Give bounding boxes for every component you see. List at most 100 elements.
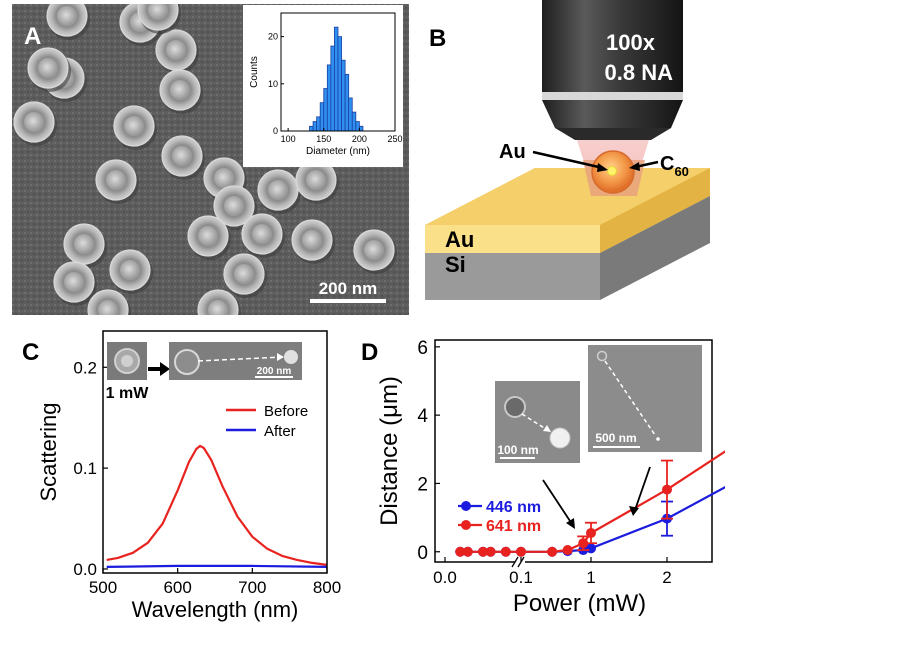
sem-particle-core: [64, 272, 84, 292]
panel-c: C 500 600 700 800 0.0 0.1 0.2 Wavelength (nm) Sc…: [0, 328, 345, 640]
histogram-y-label: Counts: [249, 56, 260, 88]
sem-particles: [13, 0, 397, 334]
sem-particle-core: [166, 40, 186, 60]
sem-particle-core: [172, 146, 192, 166]
inset-before-core: [121, 355, 133, 367]
x-tick-label: 1: [586, 568, 595, 587]
sem-particle-core: [198, 226, 218, 246]
axis-break-mark: [511, 556, 519, 568]
c60-label: C60: [660, 153, 689, 179]
data-point: [586, 527, 596, 538]
inset-1-shell: [504, 396, 526, 418]
sem-particle-core: [106, 170, 126, 190]
inset-images: 100 nm 500 nm: [495, 345, 702, 463]
distance-chart: D 0.00.11230246Power (mW)Distance (μm)44…: [361, 338, 749, 617]
sem-particle-core: [24, 112, 44, 132]
objective-magnification: 100x: [606, 30, 656, 55]
schematic: B 100x 0.8 NA Au Si Au C60: [425, 0, 710, 300]
y-tick-label: 0.2: [73, 358, 97, 377]
histogram-bar: [316, 116, 321, 132]
histogram-bar: [351, 111, 357, 132]
histogram-bar: [323, 88, 328, 132]
histogram-bar: [355, 121, 360, 132]
x-tick-label: 800: [313, 578, 341, 597]
sem-particle-core: [268, 180, 288, 200]
x-tick-label: 2: [662, 568, 671, 587]
scattering-chart: C 500 600 700 800 0.0 0.1 0.2 Wavelength (nm) Sc…: [22, 330, 341, 622]
panel-d: D 0.00.11230246Power (mW)Distance (μm)44…: [355, 328, 749, 640]
si-layer-label: Si: [445, 252, 466, 277]
y-axis-label: Distance (μm): [376, 376, 403, 526]
y-tick-label: 2: [417, 474, 428, 495]
sem-particle-core: [214, 168, 234, 188]
histogram-bar: [337, 36, 342, 132]
histogram-bar: [330, 45, 335, 132]
histogram-y-tick-label: 10: [268, 79, 278, 89]
inset-1-scale-label: 100 nm: [497, 443, 538, 457]
data-point: [516, 546, 526, 557]
sem-particle-core: [74, 234, 94, 254]
scale-bar-label: 200 nm: [319, 279, 378, 298]
histogram-frame: [280, 12, 396, 132]
si-front: [425, 253, 600, 300]
inset-1-image: [495, 381, 580, 463]
inset-after-shell: [174, 349, 200, 375]
sem-particle-core: [57, 6, 77, 26]
plot-frame: [434, 339, 713, 563]
inset-dashed-arrow-head: [277, 353, 284, 361]
sem-particle-core: [120, 260, 140, 280]
inset-after-core: [284, 350, 298, 364]
inset-2-core: [656, 437, 660, 441]
histogram-inset: 100 150 200 250 0 10 20 Diameter (nm) Counts: [243, 5, 403, 167]
sem-particle-core: [306, 170, 326, 190]
data-point: [562, 545, 573, 556]
series-line-before: [106, 444, 328, 566]
objective-na: 0.8 NA: [605, 60, 674, 85]
y-tick-label: 6: [417, 338, 428, 359]
sem-particle-core: [38, 58, 58, 78]
au-side: [600, 168, 710, 253]
au-layer-label: Au: [445, 227, 474, 252]
histogram-x-tick-label: 200: [352, 134, 367, 144]
histogram-x-label: Diameter (nm): [306, 146, 370, 157]
inset-1-dashed: [521, 413, 550, 432]
panel-letter: B: [429, 25, 446, 52]
objective-ring: [542, 92, 683, 100]
histogram-x-tick-label: 100: [281, 134, 296, 144]
data-point: [455, 546, 466, 557]
au-particle-label: Au: [499, 141, 526, 163]
legend-label: After: [264, 423, 296, 440]
panel-b: B 100x 0.8 NA Au Si Au C60: [415, 0, 715, 320]
panel-letter: C: [22, 339, 39, 366]
histogram-bar: [326, 64, 332, 132]
x-tick-label: 0.0: [433, 568, 457, 587]
axis-break-gap: [515, 556, 525, 568]
inset-1-core: [549, 427, 571, 449]
x-tick-label: 600: [163, 578, 191, 597]
legend-label: 641 nm: [486, 518, 541, 535]
pointer-arrow-2: [634, 466, 651, 511]
histogram-bar: [341, 59, 346, 132]
si-side: [600, 196, 710, 300]
histogram-x-tick-label: 150: [316, 134, 331, 144]
histogram-bar: [312, 121, 318, 132]
histogram-bar: [334, 26, 339, 132]
data-point: [478, 546, 488, 557]
data-point: [485, 546, 496, 557]
sem-particle-core: [252, 224, 272, 244]
panel-letter: D: [361, 339, 378, 366]
sem-particle-core: [224, 196, 244, 216]
sem-particle-core: [302, 230, 322, 250]
histogram-y-tick-label: 0: [273, 126, 278, 136]
histogram-bar: [358, 125, 364, 132]
histogram-x-tick-label: 250: [387, 134, 402, 144]
sem-particle-core: [234, 264, 254, 284]
y-tick-label: 4: [417, 406, 428, 427]
panel-letter: A: [24, 23, 41, 50]
au-front: [425, 225, 600, 253]
pointer-arrow-1-head: [566, 518, 575, 529]
legend-marker: [461, 520, 471, 530]
data-point: [578, 538, 589, 549]
histogram-y-tick-label: 20: [268, 32, 278, 42]
legend-label: Before: [264, 403, 308, 420]
